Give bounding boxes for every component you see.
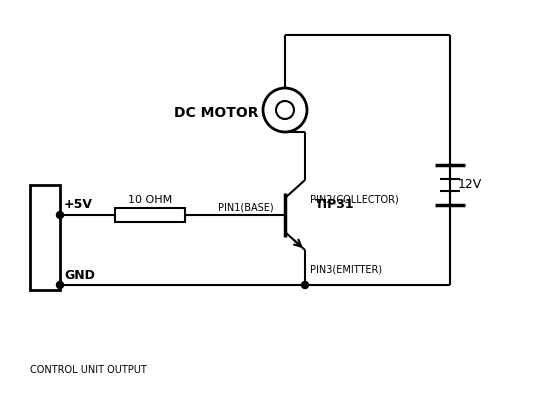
Bar [30, 185, 60, 290]
Text: PIN3(EMITTER): PIN3(EMITTER) [310, 265, 382, 275]
Circle shape [57, 282, 63, 288]
Circle shape [276, 101, 294, 119]
Text: TIP31: TIP31 [315, 198, 355, 212]
Text: 12V: 12V [458, 178, 482, 192]
Circle shape [263, 88, 307, 132]
Text: 10 OHM: 10 OHM [128, 195, 172, 205]
Text: CONTROL UNIT OUTPUT: CONTROL UNIT OUTPUT [30, 365, 147, 375]
Text: DC MOTOR: DC MOTOR [174, 106, 259, 120]
Text: PIN2(COLLECTOR): PIN2(COLLECTOR) [310, 195, 399, 205]
Text: +5V: +5V [64, 198, 93, 211]
Circle shape [57, 282, 63, 288]
Text: PIN1(BASE): PIN1(BASE) [218, 203, 274, 213]
Text: GND: GND [64, 269, 95, 282]
Bar [115, 208, 185, 222]
Circle shape [301, 282, 309, 288]
Circle shape [57, 212, 63, 218]
